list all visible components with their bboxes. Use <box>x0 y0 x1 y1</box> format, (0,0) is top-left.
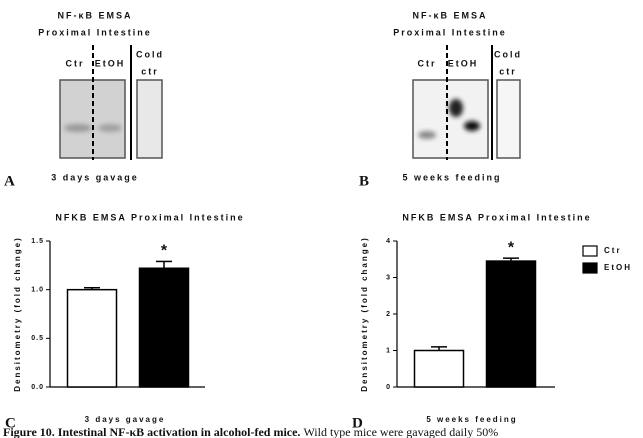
panel-letter: A <box>4 173 15 189</box>
legend-swatch <box>582 262 598 274</box>
bar <box>66 288 118 388</box>
bar <box>485 260 537 388</box>
caption-part: Figure 10. <box>3 425 55 438</box>
caption-label: Figure 10. Intestinal NF-κB activation i… <box>3 425 498 438</box>
legend-label: EtOH <box>604 263 632 272</box>
caption-part: Intestinal NF-κB activation in alcohol-f… <box>58 425 301 438</box>
bar <box>413 349 465 388</box>
significance-mark: * <box>161 243 168 260</box>
gel-title: NF-κB EMSA <box>412 10 487 20</box>
lane-label: Ctr <box>66 58 85 68</box>
caption-part: Wild type mice were gavaged daily 50% <box>303 425 498 438</box>
lane-label: Ctr <box>418 58 437 68</box>
gel-title: NF-κB EMSA <box>57 10 132 20</box>
significance-mark: * <box>508 239 515 256</box>
y-tick-label: 1.5 <box>31 238 44 245</box>
y-tick-label: 0 <box>386 384 391 391</box>
panel-letter: D <box>352 415 363 431</box>
cold-label: Cold <box>136 49 164 59</box>
gel-condition: 3 days gavage <box>51 172 139 182</box>
legend-label: Ctr <box>604 246 622 255</box>
legend-swatch <box>582 245 598 257</box>
panel-letter: C <box>5 415 16 431</box>
y-tick-label: 2 <box>386 311 391 318</box>
cold-label: Cold <box>494 49 522 59</box>
gel-a <box>59 45 163 160</box>
chart-title: NFKB EMSA Proximal Intestine <box>55 212 244 222</box>
y-axis-label: Densitometry (fold change) <box>360 236 369 392</box>
y-tick-label: 3 <box>386 274 391 281</box>
gel-subtitle: Proximal Intestine <box>38 27 152 37</box>
y-tick-label: 4 <box>386 238 391 245</box>
lane-label: EtOH <box>448 58 479 68</box>
chart-title: NFKB EMSA Proximal Intestine <box>402 212 591 222</box>
cold-label: ctr <box>141 66 159 76</box>
x-axis-label: 3 days gavage <box>85 415 166 424</box>
cold-label: ctr <box>499 66 517 76</box>
panel-letter: B <box>359 173 369 189</box>
y-tick-label: 1.0 <box>31 287 44 294</box>
y-axis-label: Densitometry (fold change) <box>13 236 22 392</box>
y-tick-label: 0.0 <box>31 384 44 391</box>
lane-label: EtOH <box>95 58 126 68</box>
bar <box>138 267 190 388</box>
y-tick-label: 1 <box>386 347 391 354</box>
gel-b <box>412 45 521 160</box>
y-tick-label: 0.5 <box>31 335 44 342</box>
gel-subtitle: Proximal Intestine <box>393 27 507 37</box>
gel-condition: 5 weeks feeding <box>402 172 501 182</box>
x-axis-label: 5 weeks feeding <box>426 415 517 424</box>
